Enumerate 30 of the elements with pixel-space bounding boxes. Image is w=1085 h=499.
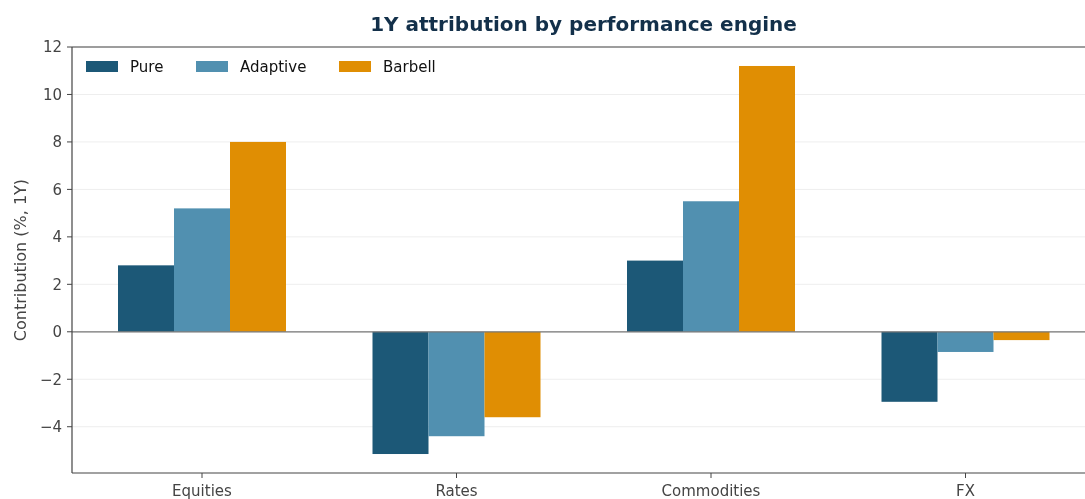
bar bbox=[993, 331, 1050, 341]
bar bbox=[428, 331, 485, 437]
y-tick-label: −2 bbox=[39, 370, 62, 389]
x-tick-label: FX bbox=[956, 482, 975, 499]
bar bbox=[372, 331, 429, 455]
y-axis-title: Contribution (%, 1Y) bbox=[11, 178, 30, 342]
y-tick-label: 8 bbox=[52, 133, 62, 152]
bar bbox=[230, 141, 286, 332]
y-tick-label: −4 bbox=[39, 417, 62, 436]
bar bbox=[683, 201, 739, 332]
x-tick-label: Equities bbox=[172, 482, 233, 499]
y-tick-label: 0 bbox=[52, 323, 62, 342]
bar bbox=[174, 208, 230, 332]
x-tick-label: Commodities bbox=[661, 482, 761, 499]
legend-label: Adaptive bbox=[240, 58, 307, 77]
bar bbox=[881, 331, 938, 402]
chart-title: 1Y attribution by performance engine bbox=[370, 12, 797, 36]
x-tick-label: Rates bbox=[435, 482, 478, 499]
y-tick-label: 12 bbox=[42, 38, 62, 57]
bar bbox=[937, 331, 994, 352]
bar bbox=[118, 265, 174, 332]
bar bbox=[484, 331, 541, 418]
bar bbox=[739, 65, 795, 332]
legend-label: Barbell bbox=[383, 58, 436, 77]
y-tick-label: 10 bbox=[42, 85, 62, 104]
legend-label: Pure bbox=[130, 58, 164, 77]
y-tick-label: 2 bbox=[52, 275, 62, 294]
y-tick-label: 4 bbox=[52, 228, 62, 247]
bar bbox=[627, 260, 683, 332]
y-tick-label: 6 bbox=[52, 180, 62, 199]
